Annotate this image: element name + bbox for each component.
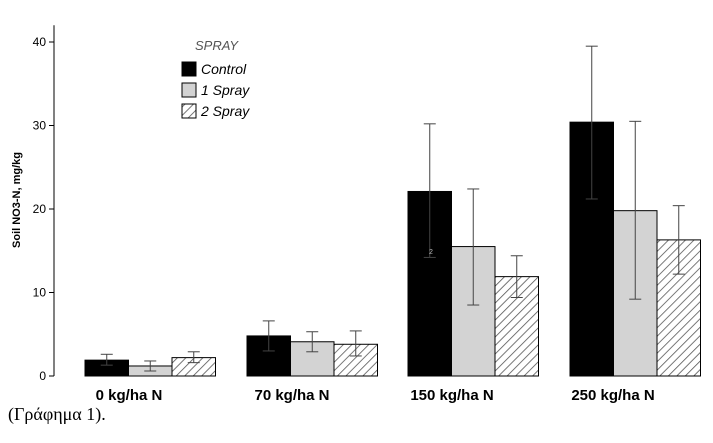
error-bar-2-0 <box>423 123 436 258</box>
error-bar-1-1 <box>306 331 319 353</box>
bar-chart: 0 10 20 30 40 0 kg/ha N 70 kg/ha N 150 kg/ha N 2… <box>11 25 701 404</box>
x-category-label-1: 70 kg/ha N <box>254 387 329 404</box>
legend-label-1: 1 Spray <box>201 82 250 98</box>
legend-label-0: Control <box>201 61 247 77</box>
error-bar-3-0 <box>585 45 598 200</box>
y-axis-label: Soil NO3-N, mg/kg <box>11 152 23 248</box>
error-bar-0-1 <box>144 360 157 372</box>
legend-swatch-0 <box>181 61 197 77</box>
y-tick-label-40: 40 <box>33 35 47 49</box>
error-bar-0-2 <box>187 351 200 364</box>
error-bar-3-1 <box>629 120 642 300</box>
error-bar-0-0 <box>100 353 113 366</box>
legend-swatch-1 <box>181 82 197 98</box>
y-tick-label-0: 0 <box>39 369 46 383</box>
bar-1-2 <box>333 343 378 377</box>
error-bar-2-1 <box>467 188 480 306</box>
error-bar-1-2 <box>349 330 362 357</box>
stray-mark: 2 <box>429 249 433 256</box>
x-category-label-3: 250 kg/ha N <box>571 387 654 404</box>
legend-title: SPRAY <box>195 38 239 53</box>
x-category-label-0: 0 kg/ha N <box>96 387 163 404</box>
legend-swatch-2 <box>181 103 197 119</box>
y-tick-label-10: 10 <box>33 286 47 300</box>
y-tick-label-30: 30 <box>33 119 47 133</box>
error-bar-1-0 <box>262 320 275 352</box>
x-category-label-2: 150 kg/ha N <box>410 387 493 404</box>
y-tick-label-20: 20 <box>33 202 47 216</box>
legend-label-2: 2 Spray <box>200 103 250 119</box>
error-bar-3-2 <box>672 205 685 275</box>
figure-caption: (Γράφημα 1). <box>8 404 106 424</box>
error-bar-2-2 <box>510 255 523 299</box>
bar-2-1 <box>451 246 496 377</box>
